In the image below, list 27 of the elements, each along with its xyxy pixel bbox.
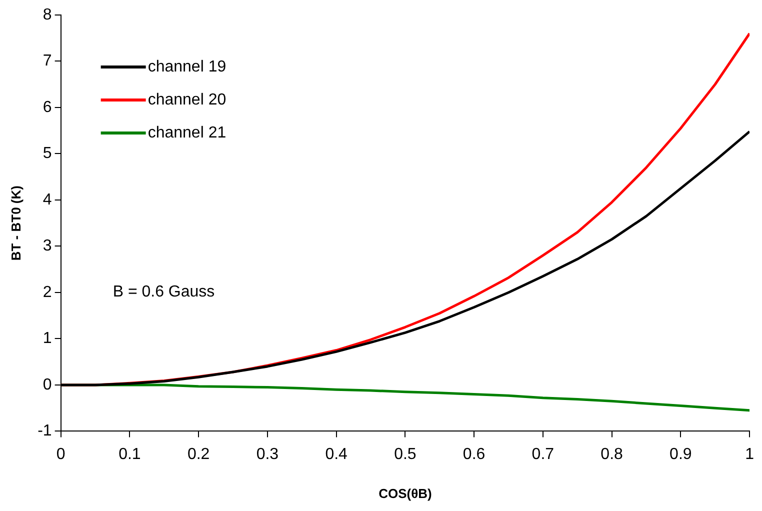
y-tick-label: 7 [42,52,52,70]
x-tick-label: 0.1 [118,446,141,464]
y-tick-label: 2 [42,284,52,301]
x-tick-label: 0.8 [600,446,624,464]
x-tick-label: 0 [56,446,66,464]
x-tick-label: 0.4 [325,446,348,464]
x-tick-label: 1 [745,446,754,464]
legend-label: channel 20 [148,91,226,108]
x-tick-label: 0.5 [394,446,416,464]
legend-label: channel 19 [148,58,226,76]
x-tick-label: 0.3 [256,446,279,464]
y-tick-label: 5 [42,145,52,162]
y-tick-label: 8 [42,6,52,24]
y-tick-label: 6 [42,98,52,116]
x-tick-label: 0.7 [532,446,554,464]
x-tick-label: 0.2 [187,446,210,464]
y-tick-label: 0 [42,376,52,394]
y-tick-label: 1 [42,330,52,348]
x-axis-title: COS(θB) [378,486,432,501]
y-tick-label: 3 [42,238,52,255]
annotation: B = 0.6 Gauss [112,283,215,300]
y-tick-label: -1 [38,422,52,440]
y-tick-label: 4 [42,191,52,208]
legend-label: channel 21 [148,124,226,142]
y-axis-title: BT - BT0 (K) [8,186,24,261]
x-tick-label: 0.9 [670,446,692,464]
x-tick-label: 0.6 [462,446,486,464]
